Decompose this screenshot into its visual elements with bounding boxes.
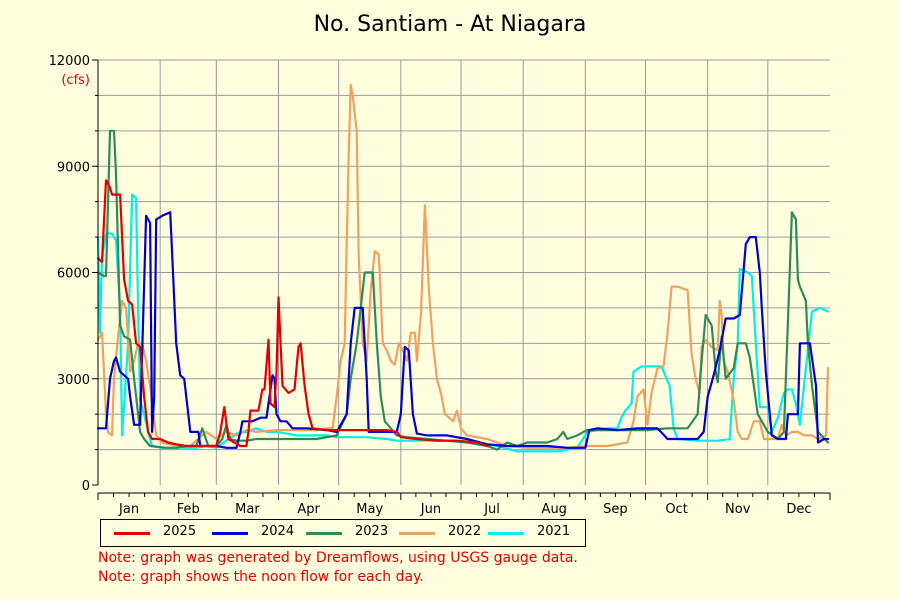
legend-swatch xyxy=(114,532,150,535)
x-tick-label-month: Jan xyxy=(118,502,139,517)
y-tick-label: 3000 xyxy=(57,373,90,388)
x-tick-label-month: Dec xyxy=(786,502,811,517)
note-source: Note: graph was generated by Dreamflows,… xyxy=(98,550,578,566)
y-tick-label: 12000 xyxy=(49,54,90,69)
grid-lines xyxy=(98,59,830,485)
x-tick-label-month: Feb xyxy=(177,502,200,517)
series-line-2022 xyxy=(96,83,830,449)
y-tick-label: 6000 xyxy=(57,267,90,282)
legend-label: 2021 xyxy=(537,524,571,539)
series-line-2025 xyxy=(96,179,489,448)
axes: 0 3000 6000 9000 12000 (cfs) Jan Feb Mar Apr May Ju… xyxy=(49,54,831,517)
legend-swatch xyxy=(212,532,248,535)
x-tick-label-month: Jul xyxy=(483,502,500,517)
series-line-2023 xyxy=(96,129,830,451)
legend-swatch xyxy=(306,532,342,535)
legend: 2025 2024 2023 2022 2021 xyxy=(100,519,586,547)
legend-label: 2025 xyxy=(163,524,197,539)
series-line-2024 xyxy=(96,211,830,449)
legend-label: 2023 xyxy=(355,524,389,539)
x-tick-label-month: Sep xyxy=(603,502,628,517)
chart-title: No. Santiam - At Niagara xyxy=(313,12,587,37)
x-tick-label-month: Aug xyxy=(542,502,567,517)
x-tick-label-month: Apr xyxy=(297,502,320,517)
y-axis-unit: (cfs) xyxy=(61,73,90,88)
x-tick-label-month: Jun xyxy=(420,502,441,517)
legend-swatch xyxy=(399,532,435,535)
x-tick-label-month: Oct xyxy=(665,502,687,517)
x-tick-label-month: Mar xyxy=(235,502,260,517)
legend-swatch xyxy=(488,532,524,535)
note-noon-flow: Note: graph shows the noon flow for each… xyxy=(98,569,424,585)
x-tick-label-month: May xyxy=(356,502,383,517)
x-tick-label-month: Nov xyxy=(725,502,751,517)
series-lines xyxy=(96,83,830,453)
y-tick-label: 9000 xyxy=(57,160,90,175)
y-tick-label: 0 xyxy=(82,479,90,494)
legend-label: 2022 xyxy=(448,524,482,539)
legend-label: 2024 xyxy=(261,524,295,539)
